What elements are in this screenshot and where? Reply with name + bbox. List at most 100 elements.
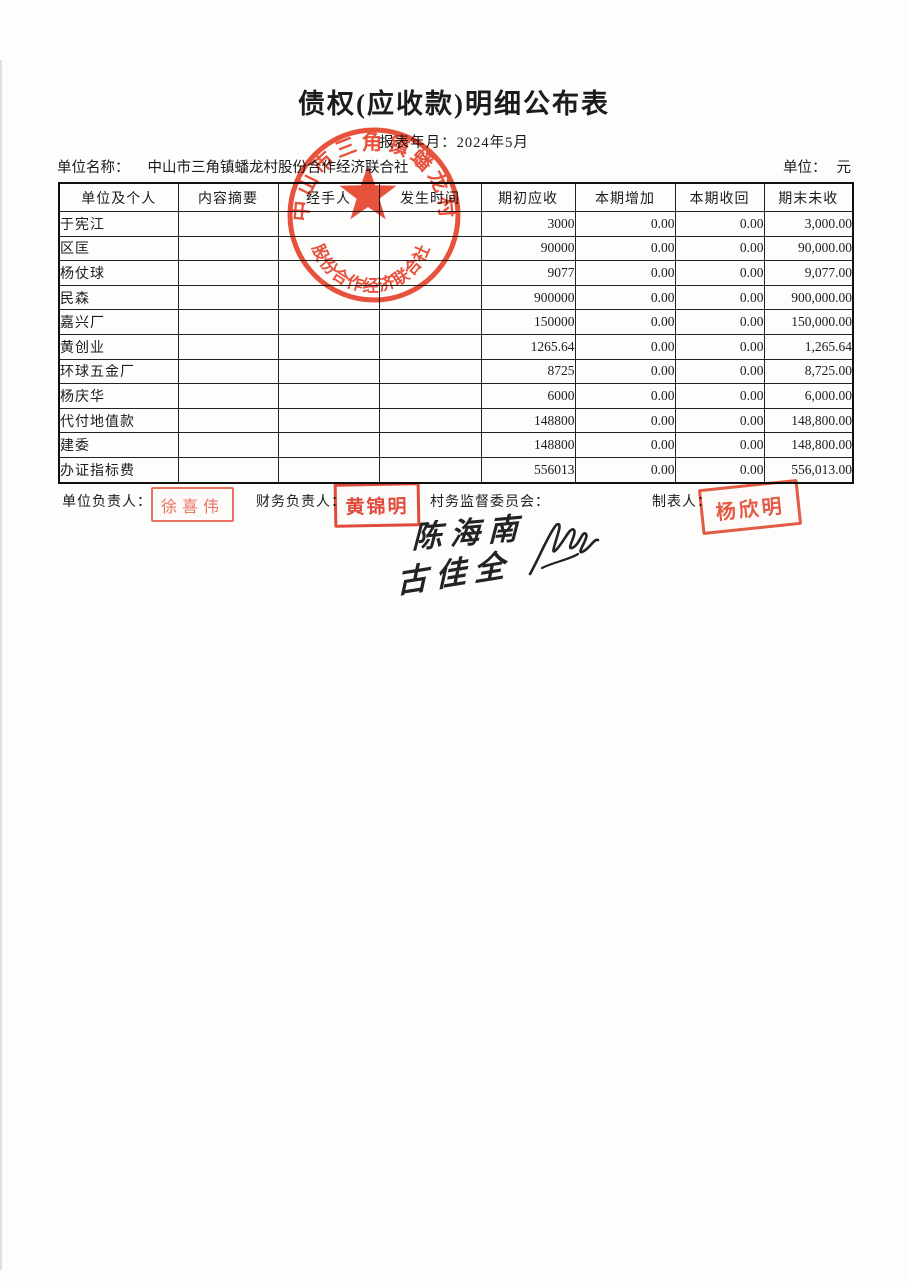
unit-head-name-stamp: 徐喜伟	[151, 487, 234, 522]
table-cell	[378, 383, 482, 409]
preparer-name-stamp: 杨欣明	[697, 478, 803, 536]
table-cell: 3,000.00	[763, 211, 854, 237]
table-cell	[378, 333, 482, 360]
table-row: 杨仗球 9077 0.00 0.00 9,077.00	[58, 260, 854, 286]
table-cell: 杨庆华	[58, 383, 179, 409]
unit-name-line: 单位名称： 中山市三角镇蟠龙村股份合作经济联合社	[57, 156, 409, 177]
preparer-label: 制表人：	[652, 495, 712, 510]
table-cell	[378, 260, 482, 286]
table-cell: 0.00	[574, 456, 676, 484]
table-cell	[378, 432, 482, 458]
table-cell	[378, 456, 482, 484]
table-cell: 杨仗球	[58, 260, 179, 286]
table-cell: 建委	[58, 432, 179, 458]
table-cell: 于宪江	[58, 211, 179, 237]
table-cell: 1,265.64	[763, 333, 854, 360]
table-cell: 148800	[480, 432, 576, 458]
table-cell: 区匡	[58, 235, 179, 262]
table-cell: 0.00	[674, 358, 765, 385]
table-cell: 嘉兴厂	[58, 309, 179, 335]
table-cell	[378, 407, 482, 434]
table-cell: 0.00	[574, 358, 676, 385]
info-row: 单位名称： 中山市三角镇蟠龙村股份合作经济联合社 单位： 元	[57, 156, 851, 177]
receivables-table: 单位及个人 内容摘要 经手人 发生时间 期初应收 本期增加 本期收回 期末未收 于宪江 3000…	[58, 182, 854, 484]
table-cell	[277, 358, 380, 385]
table-cell	[277, 456, 380, 484]
table-cell: 1265.64	[480, 333, 576, 360]
table-cell	[378, 211, 482, 237]
table-cell: 代付地值款	[58, 407, 179, 434]
table-cell: 6000	[480, 383, 576, 409]
table-cell: 0.00	[674, 309, 765, 335]
scan-edge-artifact	[0, 60, 2, 1270]
table-cell: 0.00	[574, 383, 676, 409]
finance-head-label: 财务负责人：	[256, 495, 346, 510]
table-cell: 900,000.00	[763, 284, 854, 311]
table-row: 杨庆华 6000 0.00 0.00 6,000.00	[58, 383, 854, 409]
table-cell: 0.00	[674, 235, 765, 262]
table-cell: 0.00	[674, 284, 765, 311]
table-cell: 办证指标费	[58, 456, 179, 484]
table-cell	[277, 383, 380, 409]
table-cell: 90000	[480, 235, 576, 262]
column-header: 内容摘要	[177, 182, 279, 212]
table-cell: 0.00	[674, 383, 765, 409]
table-cell: 0.00	[574, 407, 676, 434]
report-period-value: 2024年5月	[456, 135, 529, 151]
table-cell: 8,725.00	[763, 358, 854, 385]
currency-value: 元	[836, 160, 852, 176]
table-cell: 0.00	[674, 407, 765, 434]
table-body: 于宪江 3000 0.00 0.00 3,000.00 区匡 90000 0.00 0.00 90…	[58, 211, 854, 484]
table-cell: 3000	[480, 211, 576, 237]
table-row: 区匡 90000 0.00 0.00 90,000.00	[58, 235, 854, 262]
table-cell	[177, 284, 279, 311]
table-cell	[177, 333, 279, 360]
column-header: 期初应收	[480, 182, 576, 212]
table-cell	[277, 333, 380, 360]
table-cell: 0.00	[674, 260, 765, 286]
table-cell	[277, 432, 380, 458]
table-cell	[277, 407, 380, 434]
table-cell	[378, 284, 482, 311]
table-cell: 9077	[480, 260, 576, 286]
table-cell: 150000	[480, 309, 576, 335]
table-cell	[177, 383, 279, 409]
currency-label: 单位：	[783, 160, 827, 176]
unit-name-label: 单位名称：	[57, 160, 130, 176]
table-cell	[177, 235, 279, 262]
receivables-table-wrap: 单位及个人 内容摘要 经手人 发生时间 期初应收 本期增加 本期收回 期末未收 于宪江 3000…	[58, 182, 854, 484]
table-row: 于宪江 3000 0.00 0.00 3,000.00	[58, 211, 854, 237]
page-title: 债权(应收款)明细公布表	[298, 89, 610, 119]
column-header: 发生时间	[378, 182, 482, 212]
unit-name-value: 中山市三角镇蟠龙村股份合作经济联合社	[147, 160, 409, 176]
committee-label: 村务监督委员会：	[430, 495, 550, 510]
table-cell	[277, 211, 380, 237]
table-cell: 0.00	[574, 235, 676, 262]
report-period-label: 报表年月：	[379, 135, 457, 151]
table-row: 建委 148800 0.00 0.00 148,800.00	[58, 432, 854, 458]
table-row: 嘉兴厂 150000 0.00 0.00 150,000.00	[58, 309, 854, 335]
table-cell	[177, 456, 279, 484]
table-cell	[277, 235, 380, 262]
table-cell: 0.00	[674, 432, 765, 458]
table-cell: 150,000.00	[763, 309, 854, 335]
column-header: 经手人	[277, 182, 380, 212]
table-cell: 556013	[480, 456, 576, 484]
table-cell	[378, 309, 482, 335]
table-cell: 148,800.00	[763, 407, 854, 434]
table-cell: 90,000.00	[763, 235, 854, 262]
table-cell: 0.00	[674, 333, 765, 360]
signature-scribble	[528, 522, 600, 576]
unit-head-label: 单位负责人：	[62, 495, 152, 510]
table-cell: 0.00	[574, 309, 676, 335]
table-cell: 0.00	[674, 211, 765, 237]
table-cell	[177, 260, 279, 286]
table-cell: 8725	[480, 358, 576, 385]
table-cell: 环球五金厂	[58, 358, 179, 385]
table-cell	[378, 235, 482, 262]
table-row: 代付地值款 148800 0.00 0.00 148,800.00	[58, 407, 854, 434]
table-row: 环球五金厂 8725 0.00 0.00 8,725.00	[58, 358, 854, 385]
table-cell: 148,800.00	[763, 432, 854, 458]
table-cell	[177, 358, 279, 385]
table-cell	[378, 358, 482, 385]
